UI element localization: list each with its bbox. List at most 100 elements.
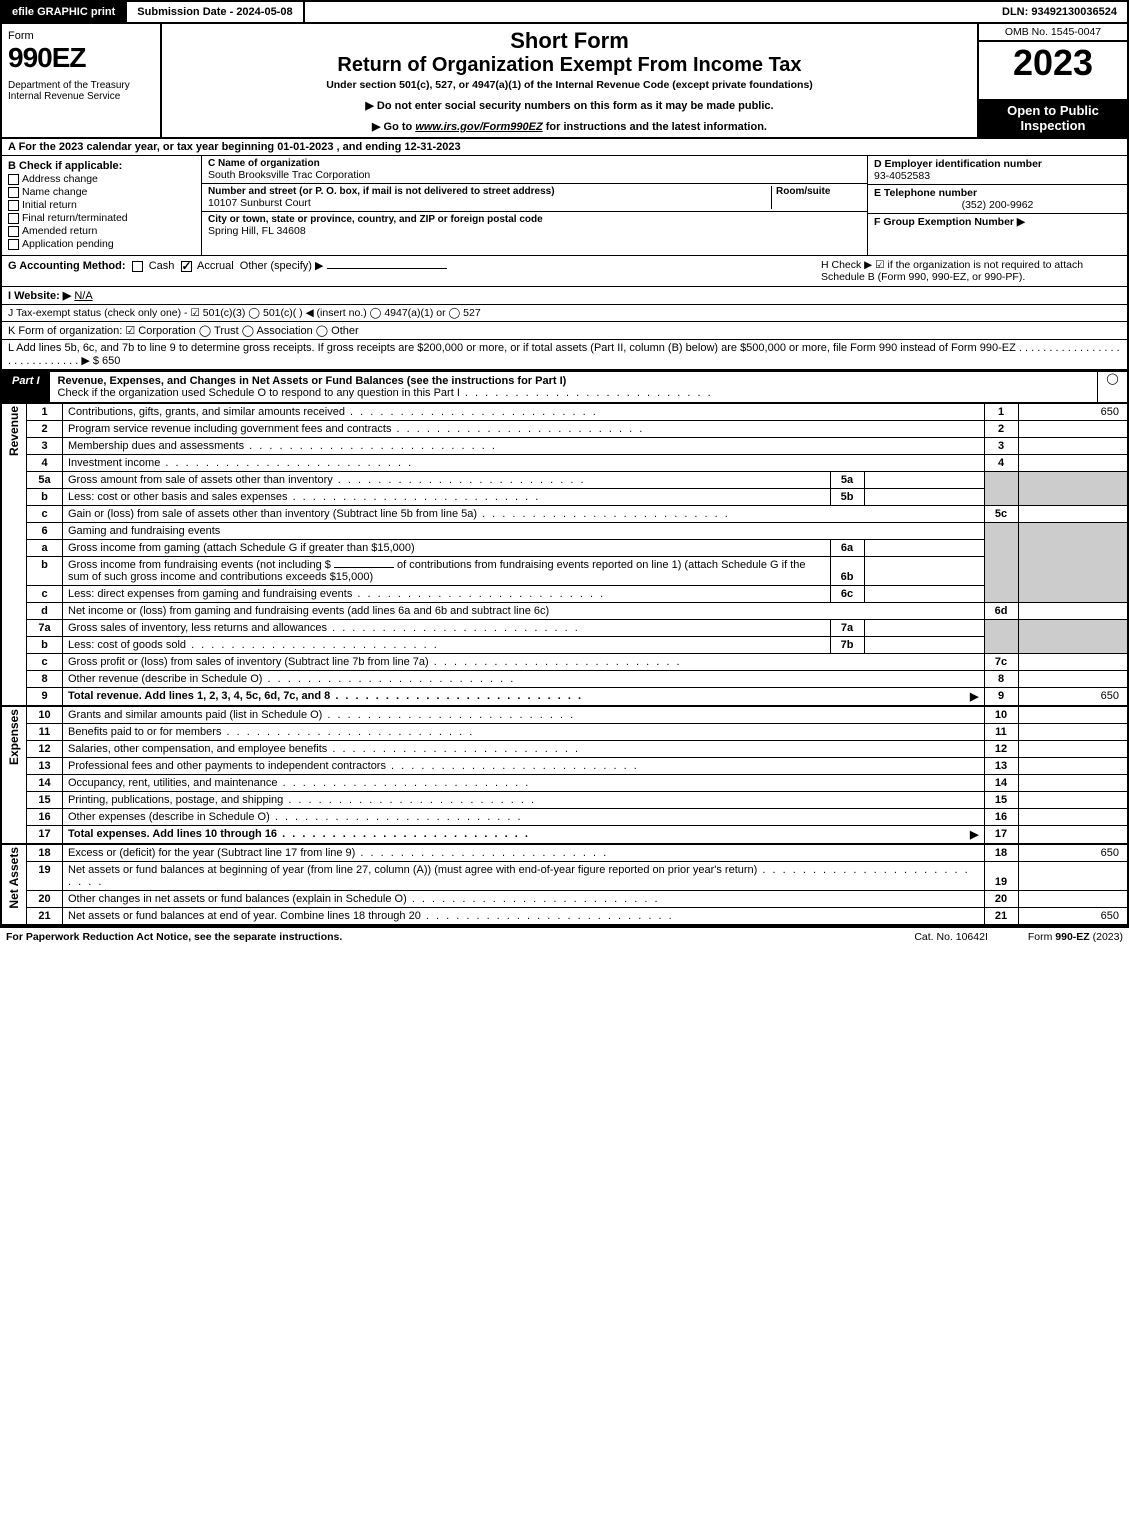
line-6abc-greyval bbox=[1018, 523, 1128, 603]
line-14-lbl: 14 bbox=[984, 775, 1018, 792]
e-cell: E Telephone number (352) 200-9962 bbox=[868, 185, 1127, 214]
g-cash-label: Cash bbox=[149, 260, 175, 272]
b-opt-address-label: Address change bbox=[22, 173, 98, 185]
efile-print-button[interactable]: efile GRAPHIC print bbox=[2, 2, 127, 22]
line-4-val bbox=[1018, 455, 1128, 472]
footer-right-post: (2023) bbox=[1090, 931, 1123, 943]
line-10-num: 10 bbox=[27, 706, 63, 724]
line-2-desc: Program service revenue including govern… bbox=[63, 421, 985, 438]
side-revenue: Revenue bbox=[1, 404, 27, 706]
line-7ab-greyval bbox=[1018, 620, 1128, 654]
org-name: South Brooksville Trac Corporation bbox=[208, 169, 861, 181]
line-19-desc: Net assets or fund balances at beginning… bbox=[63, 862, 985, 891]
note-link-post: for instructions and the latest informat… bbox=[543, 121, 767, 133]
b-opt-initial[interactable]: Initial return bbox=[8, 199, 195, 211]
main-title: Return of Organization Exempt From Incom… bbox=[170, 54, 969, 77]
website-value: N/A bbox=[74, 290, 92, 302]
line-6b-num: b bbox=[27, 557, 63, 586]
part1-check-box[interactable]: ◯ bbox=[1097, 372, 1127, 402]
line-6d-num: d bbox=[27, 603, 63, 620]
line-16-val bbox=[1018, 809, 1128, 826]
line-14-num: 14 bbox=[27, 775, 63, 792]
line-1-val: 650 bbox=[1018, 404, 1128, 421]
line-20-lbl: 20 bbox=[984, 891, 1018, 908]
line-1-num: 1 bbox=[27, 404, 63, 421]
col-c: C Name of organization South Brooksville… bbox=[202, 156, 867, 255]
line-10-desc: Grants and similar amounts paid (list in… bbox=[63, 706, 985, 724]
line-6d-val bbox=[1018, 603, 1128, 620]
checkbox-icon bbox=[8, 226, 19, 237]
line-6a-sval bbox=[864, 540, 984, 557]
header-right: OMB No. 1545-0047 2023 Open to Public In… bbox=[977, 24, 1127, 137]
line-5a-slbl: 5a bbox=[830, 472, 864, 489]
g-cash-checkbox[interactable] bbox=[132, 261, 143, 272]
short-form-title: Short Form bbox=[170, 28, 969, 54]
line-11-val bbox=[1018, 724, 1128, 741]
f-label: F Group Exemption Number ▶ bbox=[874, 216, 1025, 228]
col-def: D Employer identification number 93-4052… bbox=[867, 156, 1127, 255]
b-opt-amended-label: Amended return bbox=[22, 225, 97, 237]
b-opt-final-label: Final return/terminated bbox=[22, 212, 128, 224]
line-17-val bbox=[1018, 826, 1128, 845]
line-9-num: 9 bbox=[27, 688, 63, 707]
b-label: B Check if applicable: bbox=[8, 160, 195, 172]
line-5c-num: c bbox=[27, 506, 63, 523]
line-21-num: 21 bbox=[27, 908, 63, 926]
irs-link[interactable]: www.irs.gov/Form990EZ bbox=[415, 121, 542, 133]
b-opt-pending[interactable]: Application pending bbox=[8, 238, 195, 250]
line-6d-desc: Net income or (loss) from gaming and fun… bbox=[63, 603, 985, 620]
line-19-val bbox=[1018, 862, 1128, 891]
note-link: ▶ Go to www.irs.gov/Form990EZ for instru… bbox=[170, 120, 969, 133]
line-20-num: 20 bbox=[27, 891, 63, 908]
line-6b-slbl: 6b bbox=[830, 557, 864, 586]
side-revenue-label: Revenue bbox=[7, 406, 21, 456]
line-2-lbl: 2 bbox=[984, 421, 1018, 438]
line-13-val bbox=[1018, 758, 1128, 775]
g-other-input[interactable] bbox=[327, 268, 447, 269]
line-5c-val bbox=[1018, 506, 1128, 523]
line-15-desc: Printing, publications, postage, and shi… bbox=[63, 792, 985, 809]
part1-title: Revenue, Expenses, and Changes in Net As… bbox=[50, 372, 1097, 402]
line-7a-desc: Gross sales of inventory, less returns a… bbox=[63, 620, 831, 637]
footer-center: Cat. No. 10642I bbox=[874, 931, 1028, 943]
h-schedule-b: H Check ▶ ☑ if the organization is not r… bbox=[821, 259, 1121, 283]
c-name-label: C Name of organization bbox=[208, 158, 861, 169]
line-6a-slbl: 6a bbox=[830, 540, 864, 557]
b-opt-final[interactable]: Final return/terminated bbox=[8, 212, 195, 224]
b-opt-amended[interactable]: Amended return bbox=[8, 225, 195, 237]
line-6c-num: c bbox=[27, 586, 63, 603]
line-9-lbl: 9 bbox=[984, 688, 1018, 707]
line-16-num: 16 bbox=[27, 809, 63, 826]
open-to-public: Open to Public Inspection bbox=[979, 99, 1127, 137]
line-5b-num: b bbox=[27, 489, 63, 506]
line-14-desc: Occupancy, rent, utilities, and maintena… bbox=[63, 775, 985, 792]
arrow-icon: ▶ bbox=[970, 690, 978, 703]
line-7ab-grey bbox=[984, 620, 1018, 654]
line-6b-input[interactable] bbox=[334, 567, 394, 568]
line-7c-desc: Gross profit or (loss) from sales of inv… bbox=[63, 654, 985, 671]
b-opt-address[interactable]: Address change bbox=[8, 173, 195, 185]
line-15-num: 15 bbox=[27, 792, 63, 809]
part1-header: Part I Revenue, Expenses, and Changes in… bbox=[0, 371, 1129, 404]
row-j-status: J Tax-exempt status (check only one) - ☑… bbox=[0, 305, 1129, 322]
note-link-pre: ▶ Go to bbox=[372, 121, 415, 133]
d-label: D Employer identification number bbox=[874, 158, 1121, 170]
line-7b-num: b bbox=[27, 637, 63, 654]
row-gh: G Accounting Method: Cash Accrual Other … bbox=[0, 256, 1129, 287]
b-opt-name[interactable]: Name change bbox=[8, 186, 195, 198]
line-7c-lbl: 7c bbox=[984, 654, 1018, 671]
line-2-val bbox=[1018, 421, 1128, 438]
row-i-website: I Website: ▶ N/A bbox=[0, 287, 1129, 305]
c-room-label: Room/suite bbox=[776, 186, 861, 197]
omb-number: OMB No. 1545-0047 bbox=[979, 24, 1127, 42]
topbar: efile GRAPHIC print Submission Date - 20… bbox=[0, 0, 1129, 24]
line-7a-slbl: 7a bbox=[830, 620, 864, 637]
submission-date: Submission Date - 2024-05-08 bbox=[127, 2, 304, 22]
line-5a-sval bbox=[864, 472, 984, 489]
line-11-num: 11 bbox=[27, 724, 63, 741]
line-10-lbl: 10 bbox=[984, 706, 1018, 724]
line-5ab-greyval bbox=[1018, 472, 1128, 506]
line-20-desc: Other changes in net assets or fund bala… bbox=[63, 891, 985, 908]
g-accrual-checkbox[interactable] bbox=[181, 261, 192, 272]
side-netassets-label: Net Assets bbox=[7, 847, 21, 909]
